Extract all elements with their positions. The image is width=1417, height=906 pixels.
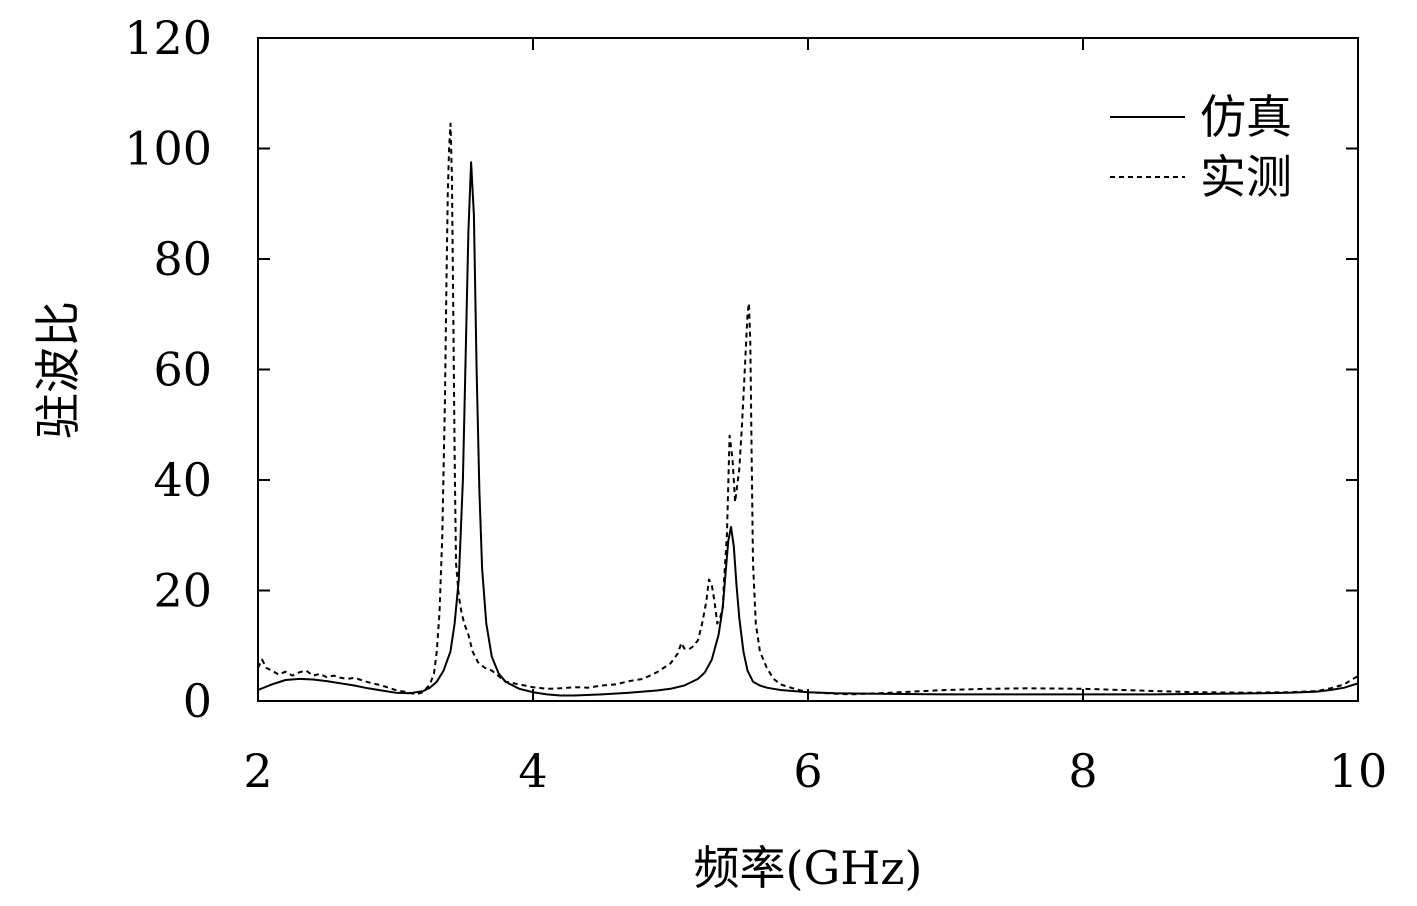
x-axis-title: 频率(GHz) [694, 841, 923, 895]
y-tick-label: 100 [124, 122, 212, 176]
y-tick-label: 40 [153, 453, 212, 507]
series-line-simulated [257, 161, 1359, 697]
y-tick-label: 80 [153, 232, 212, 286]
y-tick-label: 60 [153, 343, 212, 397]
x-tick-label: 4 [518, 744, 547, 798]
x-tick-label: 2 [243, 744, 272, 798]
y-tick-label: 0 [183, 674, 212, 728]
x-tick-label: 6 [793, 744, 822, 798]
x-tick-label: 10 [1329, 744, 1388, 798]
series-line-measured [257, 122, 1359, 696]
axis-ticks [257, 37, 1359, 702]
legend-label-simulated: 仿真 [1200, 90, 1292, 144]
legend: 仿真 实测 [1110, 90, 1292, 204]
plot-lines [257, 122, 1359, 697]
legend-label-measured: 实测 [1200, 150, 1292, 204]
y-axis-title: 驻波比 [31, 301, 85, 439]
y-tick-label: 20 [153, 564, 212, 618]
plot-frame [257, 37, 1359, 702]
y-tick-label: 120 [124, 11, 212, 65]
x-tick-label: 8 [1068, 744, 1097, 798]
